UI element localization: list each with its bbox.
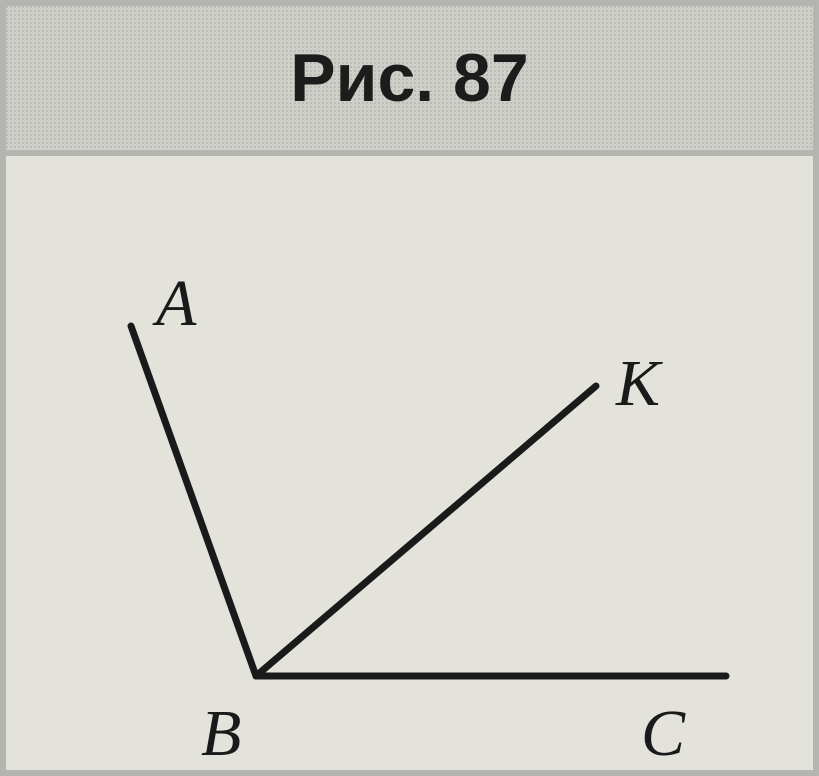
- point-label-c: C: [641, 701, 685, 767]
- figure-caption-text: Рис. 87: [290, 39, 528, 117]
- figure-area: A K B C: [6, 156, 813, 770]
- ray-b-a: [131, 326, 256, 676]
- point-label-k: K: [616, 351, 660, 417]
- ray-b-k: [256, 386, 596, 676]
- angle-diagram: [6, 156, 813, 770]
- point-label-a: A: [156, 271, 196, 337]
- point-label-b: B: [201, 701, 241, 767]
- figure-caption-header: Рис. 87: [6, 6, 813, 156]
- page-root: Рис. 87 A K B C: [0, 0, 819, 776]
